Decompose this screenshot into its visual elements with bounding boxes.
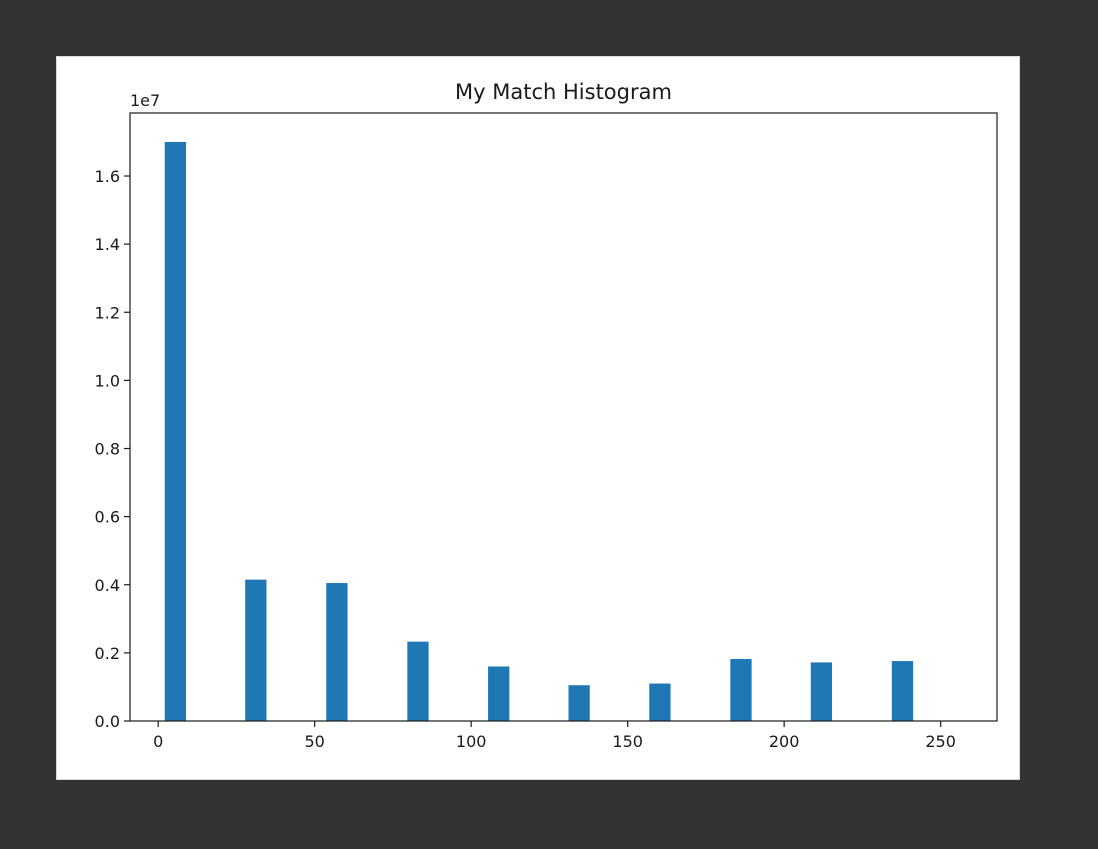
histogram-chart: My Match Histogram 1e7 0 50 100 150 200 250 0.… <box>95 80 998 751</box>
x-tick-label: 50 <box>304 732 324 751</box>
bars-layer <box>164 141 914 721</box>
histogram-bar-1 <box>164 141 187 721</box>
y-tick-label: 0.6 <box>95 508 120 527</box>
y-tick-label: 0.0 <box>95 712 120 731</box>
figure-canvas: My Match Histogram 1e7 0 50 100 150 200 250 0.… <box>56 56 1020 780</box>
histogram-bar-10 <box>891 661 914 721</box>
y-tick-label: 1.2 <box>95 303 120 322</box>
x-tick-label: 150 <box>612 732 643 751</box>
y-tick-label: 1.6 <box>95 167 120 186</box>
x-tick-label: 0 <box>153 732 163 751</box>
y-tick-label: 0.4 <box>95 576 120 595</box>
histogram-bar-2 <box>245 579 267 721</box>
y-tick-label: 0.2 <box>95 644 120 663</box>
histogram-bar-4 <box>407 641 429 721</box>
y-axis-offset-label: 1e7 <box>130 91 160 110</box>
chart-title: My Match Histogram <box>455 80 672 104</box>
histogram-bar-3 <box>326 583 348 721</box>
histogram-bar-8 <box>730 659 752 721</box>
ticks-layer: 0 50 100 150 200 250 0.0 0.2 0.4 0.6 0.8 1.0 1.2 1.4 1… <box>95 167 956 751</box>
histogram-bar-9 <box>810 662 833 721</box>
histogram-bar-5 <box>488 666 510 721</box>
histogram-bar-7 <box>649 683 671 721</box>
plot-area-frame <box>129 112 998 722</box>
y-tick-label: 1.4 <box>95 235 120 254</box>
x-tick-label: 100 <box>456 732 487 751</box>
y-tick-label: 0.8 <box>95 440 120 459</box>
x-tick-label: 200 <box>769 732 800 751</box>
y-tick-label: 1.0 <box>95 371 120 390</box>
histogram-bar-6 <box>568 685 590 721</box>
x-tick-label: 250 <box>925 732 956 751</box>
